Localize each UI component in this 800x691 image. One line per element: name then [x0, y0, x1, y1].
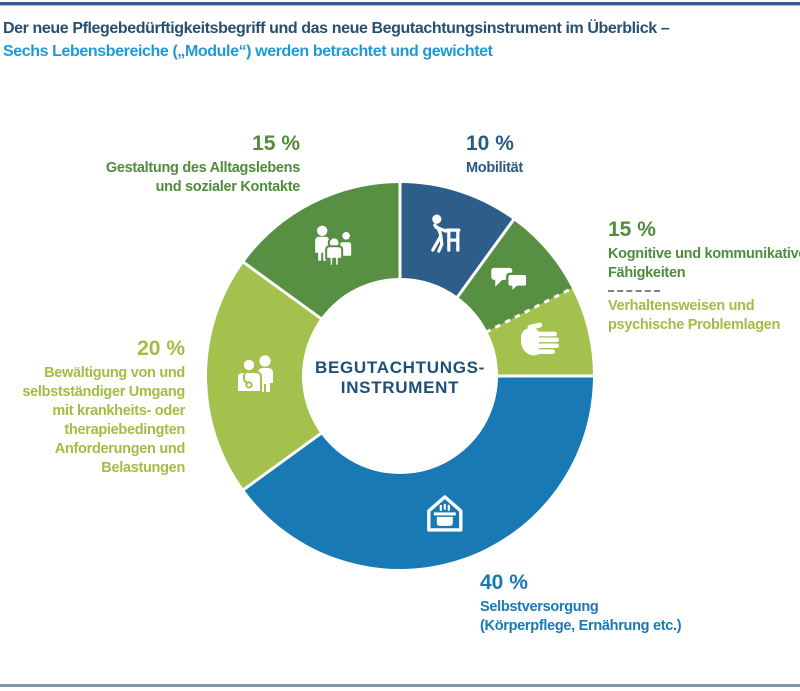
segment-divider-solid [455, 218, 516, 300]
title-line-2: Sechs Lebensbereiche („Module“) werden b… [3, 43, 493, 60]
top-rule [0, 2, 800, 6]
label-bewaeltigung: 20 % Bewältigung von und selbstständiger… [22, 338, 185, 478]
bewaeltigung-line: therapiebedingten [64, 422, 185, 438]
dotted-divider [608, 290, 660, 292]
mobilitaet-percent: 10 % [466, 132, 514, 155]
donut-svg [206, 182, 594, 569]
gestaltung-line: Gestaltung des Alltagslebens [105, 160, 300, 176]
title-line-1: Der neue Pflegebedürftigkeitsbegriff und… [3, 20, 670, 37]
bewaeltigung-line: Belastungen [101, 460, 185, 476]
center-label-line-2: INSTRUMENT [340, 378, 460, 397]
selbstversorgung-line: Selbstversorgung [480, 599, 599, 615]
verhalten-line: psychische Problemlagen [608, 317, 780, 333]
bewaeltigung-line: mit krankheits- oder [52, 403, 185, 419]
gestaltung-line: und sozialer Kontakte [155, 179, 301, 195]
selbstversorgung-percent: 40 % [480, 571, 528, 594]
chart-center-label: BEGUTACHTUNGS- INSTRUMENT [300, 358, 500, 398]
label-mobilitaet: 10 % Mobilität [466, 133, 523, 178]
segment-divider-dashed [484, 286, 574, 334]
kognitiv-line: Fähigkeiten [608, 265, 686, 281]
label-kognitiv-verhalten: 15 % Kognitive und kommunikative Fähigke… [608, 219, 800, 335]
center-label-line-1: BEGUTACHTUNGS- [314, 358, 486, 377]
kognitiv-percent: 15 % [608, 218, 656, 241]
kognitiv-line: Kognitive und kommunikative [608, 246, 800, 262]
donut-segment-selbstversorgung [243, 376, 593, 569]
label-gestaltung: 15 % Gestaltung des Alltagslebens und so… [106, 133, 300, 197]
verhalten-line: Verhaltensweisen und [608, 298, 755, 314]
bewaeltigung-line: selbstständiger Umgang [22, 384, 185, 400]
bottom-rule [0, 684, 800, 687]
segment-divider-solid [242, 431, 324, 492]
bewaeltigung-line: Anforderungen und [54, 441, 186, 457]
mobilitaet-line: Mobilität [466, 160, 523, 176]
bewaeltigung-percent: 20 % [137, 337, 185, 360]
bewaeltigung-line: Bewältigung von und [44, 365, 185, 381]
page-title: Der neue Pflegebedürftigkeitsbegriff und… [3, 20, 670, 67]
gestaltung-percent: 15 % [252, 132, 300, 155]
label-selbstversorgung: 40 % Selbstversorgung (Körperpflege, Ern… [480, 571, 682, 636]
selbstversorgung-line: (Körperpflege, Ernährung etc.) [480, 618, 682, 634]
segment-divider-solid [242, 260, 324, 321]
